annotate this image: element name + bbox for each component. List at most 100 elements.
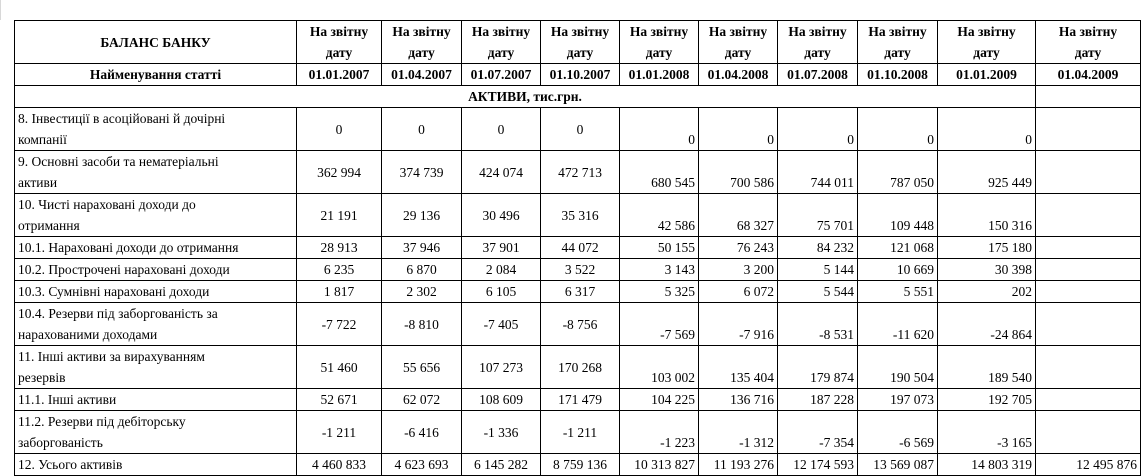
value-cell: 0 [698, 107, 778, 151]
table-row: АКТИВИ, тис.грн. [14, 85, 1141, 108]
value-cell: -1 336 [461, 410, 541, 454]
value-cell: 135 404 [698, 345, 778, 389]
row-label: 11.1. Інші активи [14, 388, 297, 411]
value-cell: 3 143 [619, 258, 699, 281]
row-label: 10.1. Нараховані доходи до отримання [14, 236, 297, 259]
column-date: 01.04.2009 [1035, 63, 1141, 86]
value-cell: 42 586 [619, 193, 699, 237]
header-line: дату [1074, 45, 1102, 60]
value-cell: 192 705 [937, 388, 1036, 411]
table-row: 10.3. Сумнівні нараховані доходи 1 817 2 3… [14, 280, 1141, 303]
value-cell: -7 354 [777, 410, 858, 454]
value-cell: 52 671 [296, 388, 382, 411]
value-cell: 5 544 [777, 280, 858, 303]
value-cell: -1 312 [698, 410, 778, 454]
value-cell: 2 084 [461, 258, 541, 281]
table-row: Найменування статті 01.01.2007 01.04.2007 0… [14, 63, 1141, 86]
label-line: резервів [18, 370, 66, 385]
empty-cell [1035, 302, 1141, 346]
value-cell: 29 136 [381, 193, 462, 237]
value-cell: 744 011 [777, 150, 858, 194]
column-date: 01.04.2007 [381, 63, 462, 86]
table-row: 11.2. Резерви під дебіторську заборговані… [14, 410, 1141, 454]
header-line: дату [724, 45, 752, 60]
value-cell: 4 623 693 [381, 453, 462, 476]
label-line: нарахованими доходами [18, 327, 158, 342]
value-cell: -8 810 [381, 302, 462, 346]
table-row: 10. Чисті нараховані доходи до отримання 2… [14, 193, 1141, 237]
value-cell: 14 803 319 [937, 453, 1036, 476]
row-label: 10.3. Сумнівні нараховані доходи [14, 280, 297, 303]
header-line: На звітну [309, 24, 369, 39]
header-line: дату [487, 45, 515, 60]
value-cell: 13 569 087 [857, 453, 938, 476]
label-line: заборгованість [18, 435, 103, 450]
value-cell: 6 317 [540, 280, 620, 303]
value-cell: 6 870 [381, 258, 462, 281]
label-line: 11.1. Інші активи [18, 392, 117, 407]
label-line: активи [18, 175, 58, 190]
empty-cell [1035, 258, 1141, 281]
empty-cell [1035, 193, 1141, 237]
value-cell: -7 722 [296, 302, 382, 346]
value-cell: 0 [381, 107, 462, 151]
table-row: 8. Інвестиції в асоційовані й дочірні ком… [14, 107, 1141, 151]
label-line: 12. Усього активів [18, 457, 123, 472]
column-header: На звітну дату [540, 20, 620, 64]
value-cell: 21 191 [296, 193, 382, 237]
header-line: дату [884, 45, 911, 60]
value-cell: 4 460 833 [296, 453, 382, 476]
column-header: На звітну дату [857, 20, 938, 64]
value-cell: 37 946 [381, 236, 462, 259]
value-cell: 28 913 [296, 236, 382, 259]
label-line: 10.1. Нараховані доходи до отримання [18, 240, 239, 255]
section-title: АКТИВИ, тис.грн. [14, 85, 1036, 108]
empty-cell [1035, 107, 1141, 151]
empty-cell [1035, 85, 1141, 108]
table-row: 10.2. Прострочені нараховані доходи 6 235… [14, 258, 1141, 281]
column-header: На звітну дату [777, 20, 858, 64]
value-cell: 30 496 [461, 193, 541, 237]
column-header: На звітну дату [461, 20, 541, 64]
value-cell: 374 739 [381, 150, 462, 194]
value-cell: 189 540 [937, 345, 1036, 389]
label-line: 10. Чисті нараховані доходи до [18, 197, 196, 212]
value-cell: 0 [777, 107, 858, 151]
column-header: На звітну дату [296, 20, 382, 64]
column-date: 01.01.2007 [296, 63, 382, 86]
value-cell: -1 223 [619, 410, 699, 454]
value-cell: 202 [937, 280, 1036, 303]
value-cell: 75 701 [777, 193, 858, 237]
value-cell: -6 416 [381, 410, 462, 454]
value-cell: 10 669 [857, 258, 938, 281]
value-cell: 76 243 [698, 236, 778, 259]
column-header: На звітну дату [619, 20, 699, 64]
value-cell: 2 302 [381, 280, 462, 303]
header-line: На звітну [1058, 24, 1118, 39]
empty-cell [1035, 280, 1141, 303]
value-cell: 5 325 [619, 280, 699, 303]
value-cell: 103 002 [619, 345, 699, 389]
value-cell: 472 713 [540, 150, 620, 194]
value-cell: -7 405 [461, 302, 541, 346]
header-line: На звітну [868, 24, 927, 39]
row-label: 12. Усього активів [14, 453, 297, 476]
label-line: 10.2. Прострочені нараховані доходи [18, 262, 230, 277]
value-cell: 37 901 [461, 236, 541, 259]
header-line: На звітну [957, 24, 1016, 39]
value-cell: 170 268 [540, 345, 620, 389]
value-cell: 171 479 [540, 388, 620, 411]
table-row: 11. Інші активи за вирахуванням резервів 5… [14, 345, 1141, 389]
value-cell: 12 495 876 [1035, 453, 1141, 476]
value-cell: 6 105 [461, 280, 541, 303]
column-header: На звітну дату [381, 20, 462, 64]
table-row: 12. Усього активів 4 460 833 4 623 693 6 14… [14, 453, 1141, 476]
value-cell: 44 072 [540, 236, 620, 259]
row-label: 11.2. Резерви під дебіторську заборговані… [14, 410, 297, 454]
value-cell: 104 225 [619, 388, 699, 411]
value-cell: 925 449 [937, 150, 1036, 194]
value-cell: 12 174 593 [777, 453, 858, 476]
header-line: дату [325, 45, 353, 60]
column-header: На звітну дату [698, 20, 778, 64]
value-cell: -3 165 [937, 410, 1036, 454]
